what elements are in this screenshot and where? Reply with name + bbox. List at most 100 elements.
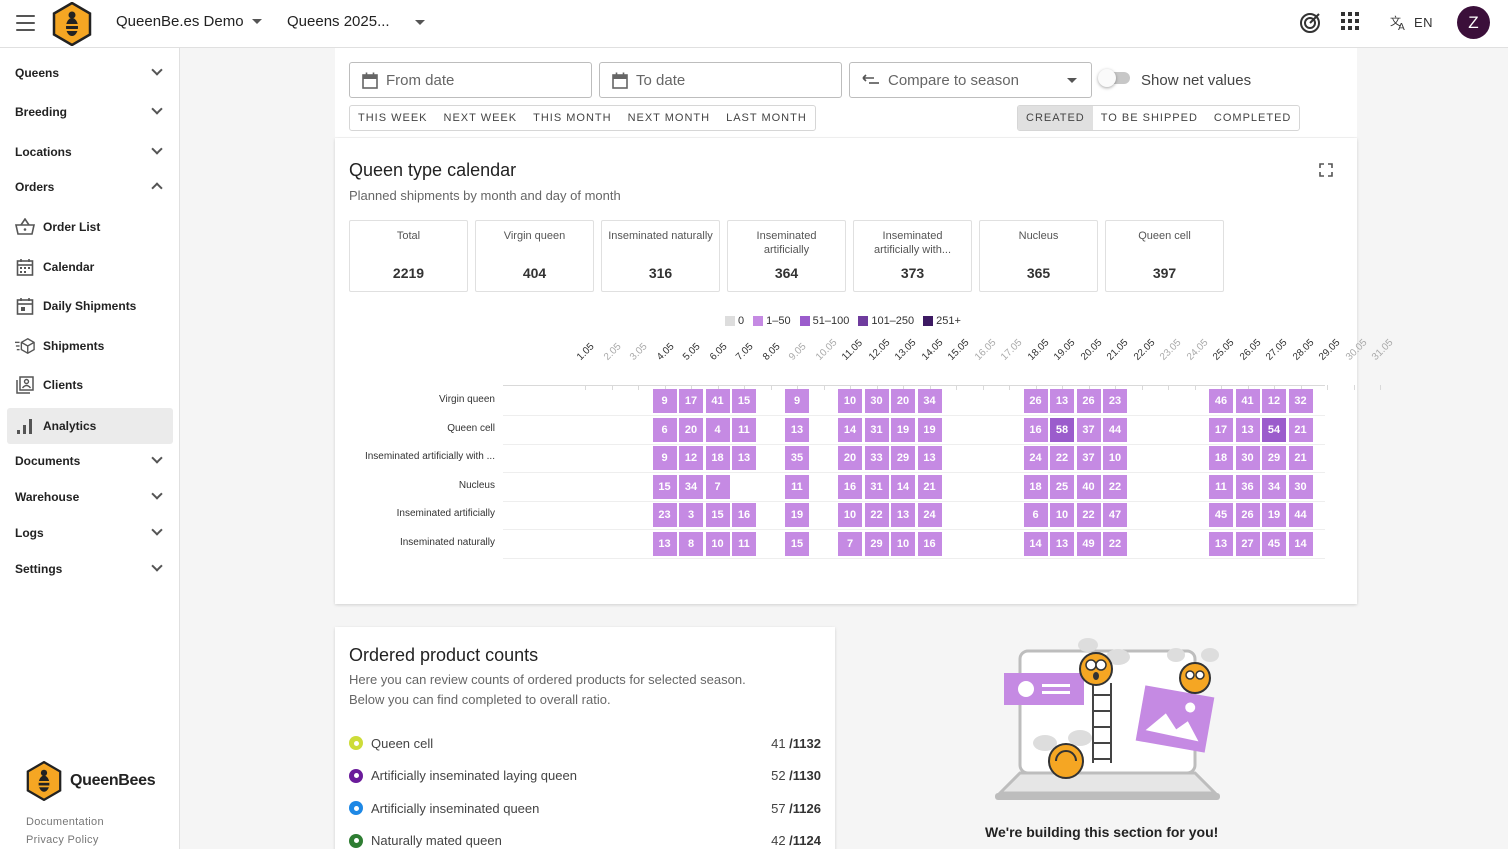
heatmap-cell[interactable]: 20 <box>838 446 862 470</box>
net-values-toggle[interactable] <box>1098 69 1130 87</box>
heatmap-cell[interactable]: 19 <box>891 417 915 442</box>
nav-group-settings[interactable]: Settings <box>7 551 173 587</box>
nav-item-shipments[interactable]: Shipments <box>7 328 173 364</box>
heatmap-cell[interactable]: 20 <box>679 417 703 442</box>
heatmap-cell[interactable]: 14 <box>1023 531 1048 556</box>
heatmap-cell[interactable]: 22 <box>1103 531 1127 556</box>
heatmap-cell[interactable]: 31 <box>864 417 889 442</box>
heatmap-cell[interactable]: 26 <box>1235 503 1260 527</box>
heatmap-cell[interactable]: 13 <box>1235 417 1260 442</box>
heatmap-cell[interactable]: 36 <box>1235 474 1260 499</box>
heatmap-cell[interactable]: 11 <box>785 474 809 499</box>
heatmap-cell[interactable]: 44 <box>1288 503 1313 527</box>
heatmap-cell[interactable]: 16 <box>1023 417 1048 442</box>
heatmap-cell[interactable]: 13 <box>732 446 756 470</box>
heatmap-cell[interactable]: 25 <box>1050 474 1074 499</box>
heatmap-cell[interactable]: 8 <box>679 531 703 556</box>
heatmap-cell[interactable]: 20 <box>891 389 915 413</box>
heatmap-cell[interactable]: 41 <box>1235 389 1260 413</box>
heatmap-cell[interactable]: 10 <box>838 503 862 527</box>
heatmap-cell[interactable]: 21 <box>917 474 942 499</box>
heatmap-cell[interactable]: 24 <box>1023 446 1048 470</box>
heatmap-cell[interactable]: 34 <box>679 474 703 499</box>
heatmap-cell[interactable]: 45 <box>1262 531 1286 556</box>
nav-group-logs[interactable]: Logs <box>7 515 173 551</box>
status-to-be-shipped-button[interactable]: TO BE SHIPPED <box>1100 112 1198 124</box>
heatmap-cell[interactable]: 6 <box>1023 503 1048 527</box>
nav-group-documents[interactable]: Documents <box>7 443 173 479</box>
heatmap-cell[interactable]: 15 <box>652 474 677 499</box>
heatmap-cell[interactable]: 15 <box>732 389 756 413</box>
heatmap-cell[interactable]: 13 <box>652 531 677 556</box>
status-completed-button[interactable]: COMPLETED <box>1213 112 1292 124</box>
heatmap-cell[interactable]: 30 <box>1288 474 1313 499</box>
heatmap-cell[interactable]: 49 <box>1076 531 1101 556</box>
heatmap-cell[interactable]: 41 <box>705 389 730 413</box>
heatmap-cell[interactable]: 3 <box>679 503 703 527</box>
heatmap-cell[interactable]: 37 <box>1076 417 1101 442</box>
period-this-week-button[interactable]: THIS WEEK <box>358 112 428 124</box>
nav-item-analytics[interactable]: Analytics <box>7 408 173 444</box>
heatmap-cell[interactable]: 14 <box>1288 531 1313 556</box>
heatmap-cell[interactable]: 26 <box>1076 389 1101 413</box>
heatmap-cell[interactable]: 10 <box>838 389 862 413</box>
heatmap-cell[interactable]: 37 <box>1076 446 1101 470</box>
heatmap-cell[interactable]: 46 <box>1209 389 1233 413</box>
heatmap-cell[interactable]: 14 <box>891 474 915 499</box>
nav-item-order-list[interactable]: Order List <box>7 209 173 245</box>
season-select[interactable]: Queens 2025... <box>287 13 390 30</box>
apps-grid-icon[interactable] <box>1341 12 1359 30</box>
heatmap-cell[interactable]: 58 <box>1050 417 1074 442</box>
heatmap-cell[interactable]: 13 <box>917 446 942 470</box>
queenbees-logo-icon[interactable] <box>52 2 92 46</box>
nav-group-breeding[interactable]: Breeding <box>7 94 173 130</box>
heatmap-cell[interactable]: 23 <box>652 503 677 527</box>
period-this-month-button[interactable]: THIS MONTH <box>533 112 612 124</box>
heatmap-cell[interactable]: 19 <box>785 503 809 527</box>
target-icon[interactable] <box>1299 12 1321 34</box>
heatmap-cell[interactable]: 34 <box>1262 474 1286 499</box>
heatmap-cell[interactable]: 30 <box>864 389 889 413</box>
heatmap-cell[interactable]: 12 <box>1262 389 1286 413</box>
organization-select[interactable]: QueenBe.es Demo <box>116 13 262 30</box>
heatmap-cell[interactable]: 15 <box>705 503 730 527</box>
heatmap-cell[interactable]: 33 <box>864 446 889 470</box>
heatmap-cell[interactable]: 13 <box>1050 389 1074 413</box>
heatmap-cell[interactable]: 24 <box>917 503 942 527</box>
from-date-field[interactable]: From date <box>349 62 592 98</box>
heatmap-cell[interactable]: 32 <box>1288 389 1313 413</box>
heatmap-cell[interactable]: 11 <box>732 417 756 442</box>
heatmap-cell[interactable]: 44 <box>1103 417 1127 442</box>
nav-item-clients[interactable]: Clients <box>7 367 173 403</box>
heatmap-cell[interactable]: 23 <box>1103 389 1127 413</box>
period-next-month-button[interactable]: NEXT MONTH <box>627 112 711 124</box>
heatmap-cell[interactable]: 7 <box>705 474 730 499</box>
heatmap-cell[interactable]: 17 <box>1209 417 1233 442</box>
heatmap-cell[interactable]: 29 <box>891 446 915 470</box>
heatmap-cell[interactable]: 54 <box>1262 417 1286 442</box>
heatmap-cell[interactable]: 47 <box>1103 503 1127 527</box>
heatmap-cell[interactable]: 22 <box>1103 474 1127 499</box>
heatmap-cell[interactable]: 26 <box>1023 389 1048 413</box>
heatmap-cell[interactable]: 12 <box>679 446 703 470</box>
heatmap-cell[interactable]: 18 <box>1209 446 1233 470</box>
heatmap-cell[interactable]: 7 <box>838 531 862 556</box>
heatmap-cell[interactable]: 10 <box>1103 446 1127 470</box>
heatmap-cell[interactable]: 10 <box>891 531 915 556</box>
heatmap-cell[interactable]: 10 <box>1050 503 1074 527</box>
heatmap-cell[interactable]: 13 <box>1050 531 1074 556</box>
to-date-field[interactable]: To date <box>599 62 842 98</box>
heatmap-cell[interactable]: 17 <box>679 389 703 413</box>
heatmap-cell[interactable]: 29 <box>1262 446 1286 470</box>
user-avatar[interactable]: Z <box>1457 6 1490 39</box>
heatmap-cell[interactable]: 16 <box>917 531 942 556</box>
nav-item-daily-shipments[interactable]: Daily Shipments <box>7 288 173 324</box>
status-created-button[interactable]: CREATED <box>1018 106 1093 130</box>
heatmap-cell[interactable]: 9 <box>785 389 809 413</box>
period-next-week-button[interactable]: NEXT WEEK <box>443 112 518 124</box>
heatmap-cell[interactable]: 19 <box>917 417 942 442</box>
heatmap-cell[interactable]: 21 <box>1288 446 1313 470</box>
heatmap-cell[interactable]: 35 <box>785 446 809 470</box>
heatmap-cell[interactable]: 15 <box>785 531 809 556</box>
heatmap-cell[interactable]: 10 <box>705 531 730 556</box>
